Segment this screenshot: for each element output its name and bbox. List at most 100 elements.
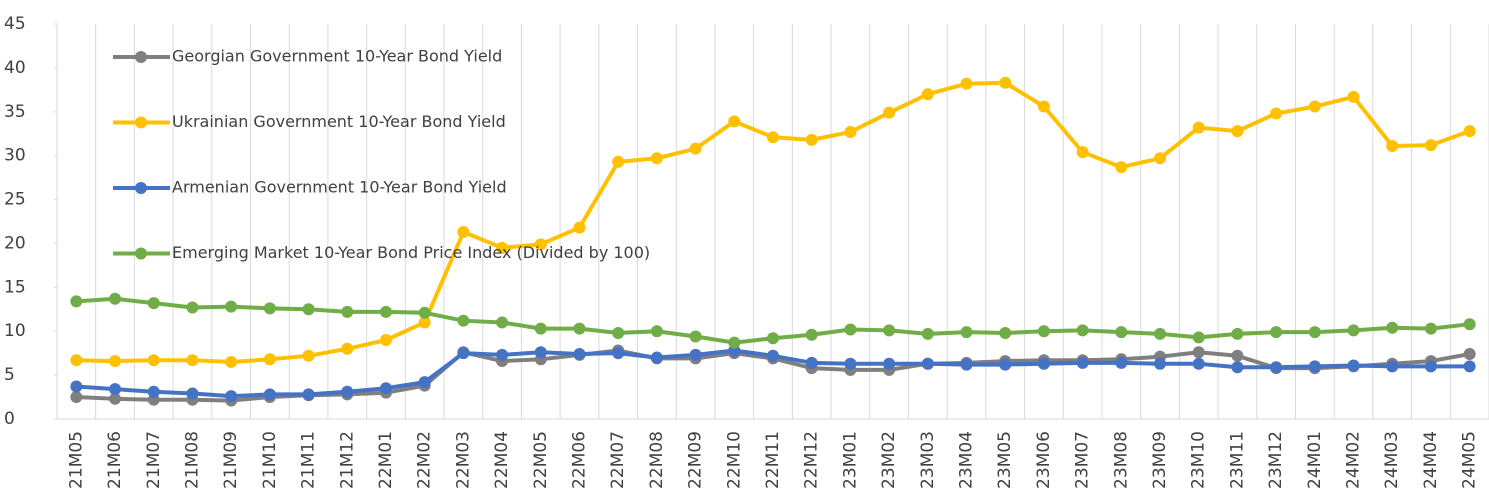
x-tick-label: 22M04 <box>492 431 512 489</box>
point <box>534 346 547 359</box>
x-tick-label: 22M08 <box>647 431 667 489</box>
point <box>1192 346 1205 359</box>
point <box>999 76 1012 89</box>
point <box>1115 326 1128 339</box>
point <box>960 326 973 339</box>
x-tick-label: 21M08 <box>182 431 202 489</box>
legend-label: Armenian Government 10-Year Bond Yield <box>172 178 507 197</box>
point <box>844 323 857 336</box>
point <box>186 301 199 314</box>
point <box>1463 125 1476 138</box>
point <box>1424 360 1437 373</box>
point <box>573 348 586 361</box>
point <box>1308 326 1321 339</box>
y-tick-label: 40 <box>4 58 26 78</box>
point <box>1154 327 1167 340</box>
x-tick-label: 24M03 <box>1382 431 1402 489</box>
point <box>147 354 160 367</box>
point <box>1424 322 1437 335</box>
x-tick-label: 23M09 <box>1150 431 1170 489</box>
point <box>1037 357 1050 370</box>
y-tick-label: 30 <box>4 146 26 166</box>
point <box>1192 121 1205 134</box>
x-tick-label: 21M11 <box>299 431 319 489</box>
point <box>650 351 663 364</box>
point <box>689 348 702 361</box>
x-tick-label: 23M06 <box>1034 431 1054 489</box>
point <box>457 314 470 327</box>
point <box>1076 324 1089 337</box>
point <box>573 322 586 335</box>
point <box>1270 326 1283 339</box>
point <box>534 322 547 335</box>
point <box>225 390 238 403</box>
point <box>496 348 509 361</box>
point <box>379 382 392 395</box>
point <box>1463 348 1476 361</box>
point <box>225 355 238 368</box>
point <box>921 327 934 340</box>
point <box>960 358 973 371</box>
point <box>418 316 431 329</box>
point <box>573 221 586 234</box>
point <box>263 302 276 315</box>
x-tick-label: 21M07 <box>144 431 164 489</box>
point <box>1231 125 1244 138</box>
point <box>70 354 83 367</box>
point <box>496 316 509 329</box>
legend-marker <box>135 116 147 129</box>
x-tick-label: 23M10 <box>1189 431 1209 489</box>
point <box>1270 361 1283 374</box>
point <box>1037 325 1050 338</box>
x-tick-label: 23M04 <box>957 431 977 489</box>
point <box>109 292 122 305</box>
y-tick-label: 25 <box>4 190 26 210</box>
x-tick-label: 21M10 <box>260 431 280 489</box>
legend-label: Ukrainian Government 10-Year Bond Yield <box>172 112 506 131</box>
y-tick-label: 0 <box>4 409 15 429</box>
point <box>767 349 779 362</box>
point <box>612 326 625 339</box>
point <box>263 353 276 366</box>
point <box>147 297 160 310</box>
point <box>612 155 625 168</box>
point <box>70 391 83 404</box>
point <box>1115 161 1128 174</box>
point <box>728 115 741 128</box>
point <box>921 357 934 370</box>
point <box>70 295 83 308</box>
point <box>1154 357 1167 370</box>
point <box>341 305 354 318</box>
point <box>689 142 702 155</box>
legend-label: Emerging Market 10-Year Bond Price Index… <box>172 243 650 262</box>
point <box>1192 357 1205 370</box>
point <box>109 383 122 396</box>
point <box>921 88 934 101</box>
y-tick-label: 5 <box>4 365 15 385</box>
x-tick-label: 23M03 <box>918 431 938 489</box>
point <box>999 326 1012 339</box>
x-tick-label: 22M09 <box>686 431 706 489</box>
x-tick-label: 23M05 <box>995 431 1015 489</box>
point <box>1037 100 1050 113</box>
x-tick-label: 23M01 <box>840 431 860 489</box>
x-tick-label: 22M01 <box>376 431 396 489</box>
point <box>457 347 470 360</box>
point <box>1386 140 1399 153</box>
x-tick-label: 22M03 <box>453 431 473 489</box>
point <box>1347 359 1360 372</box>
x-tick-label: 24M05 <box>1460 431 1480 489</box>
point <box>1463 318 1476 331</box>
legend-marker <box>135 182 147 194</box>
point <box>844 125 857 138</box>
y-tick-label: 20 <box>4 233 26 253</box>
x-tick-label: 23M11 <box>1227 431 1247 489</box>
point <box>1154 152 1167 165</box>
y-tick-label: 45 <box>4 14 26 34</box>
point <box>379 305 392 318</box>
point <box>109 355 122 368</box>
legend-marker <box>135 51 147 63</box>
point <box>147 385 160 398</box>
point <box>225 300 238 313</box>
point <box>70 380 83 393</box>
